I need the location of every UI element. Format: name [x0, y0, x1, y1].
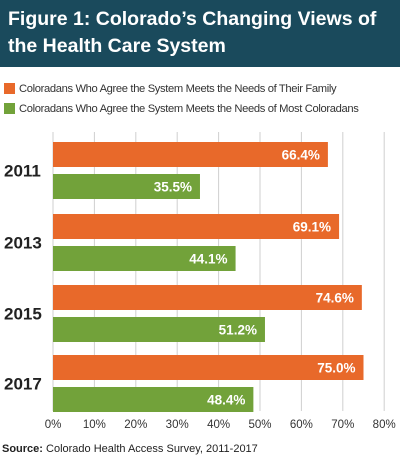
bar: [53, 246, 236, 271]
legend-label-family: Coloradans Who Agree the System Meets th…: [19, 82, 337, 95]
y-category-label: 2011: [4, 162, 41, 181]
legend-label-most: Coloradans Who Agree the System Meets th…: [19, 102, 359, 115]
x-tick-label: 70%: [331, 419, 354, 431]
data-label: 48.4%: [207, 393, 245, 408]
legend-swatch-family: [4, 83, 15, 94]
x-tick-label: 20%: [124, 419, 147, 431]
x-tick-label: 60%: [290, 419, 313, 431]
data-label: 74.6%: [316, 291, 354, 306]
legend: Coloradans Who Agree the System Meets th…: [4, 80, 359, 120]
bar: [53, 355, 364, 380]
y-category-label: 2015: [4, 305, 42, 324]
bar: [53, 142, 328, 167]
legend-swatch-most: [4, 103, 15, 114]
data-label: 66.4%: [282, 148, 320, 163]
source-label: Source:: [2, 443, 43, 455]
x-tick-label: 10%: [83, 419, 106, 431]
legend-item-most: Coloradans Who Agree the System Meets th…: [4, 100, 359, 117]
legend-item-family: Coloradans Who Agree the System Meets th…: [4, 80, 358, 97]
data-label: 44.1%: [189, 252, 227, 267]
data-label: 35.5%: [154, 180, 192, 195]
bar: [53, 214, 340, 239]
bar-chart: 0% 10% 20% 30% 40% 50% 60% 70% 80% 66.4% 35.5% 2011…: [4, 132, 396, 431]
x-tick-label: 0%: [45, 419, 62, 431]
data-label: 69.1%: [293, 220, 331, 235]
bar: [53, 317, 265, 342]
x-tick-label: 30%: [166, 419, 189, 431]
chart-title: Figure 1: Colorado’s Changing Views of t…: [8, 8, 377, 57]
data-label: 75.0%: [317, 361, 355, 376]
title-banner: Figure 1: Colorado’s Changing Views of t…: [0, 0, 400, 67]
x-tick-label: 50%: [248, 419, 271, 431]
y-category-label: 2017: [4, 375, 42, 394]
x-tick-label: 80%: [373, 419, 396, 431]
data-label: 51.2%: [219, 323, 257, 338]
bar: [53, 174, 200, 199]
y-category-label: 2013: [4, 234, 42, 253]
bar: [53, 387, 254, 412]
source-text: Colorado Health Access Survey, 2011-2017: [42, 443, 258, 455]
bar: [53, 285, 362, 310]
x-tick-label: 40%: [207, 419, 230, 431]
source-note: Source: Colorado Health Access Survey, 2…: [2, 443, 258, 455]
